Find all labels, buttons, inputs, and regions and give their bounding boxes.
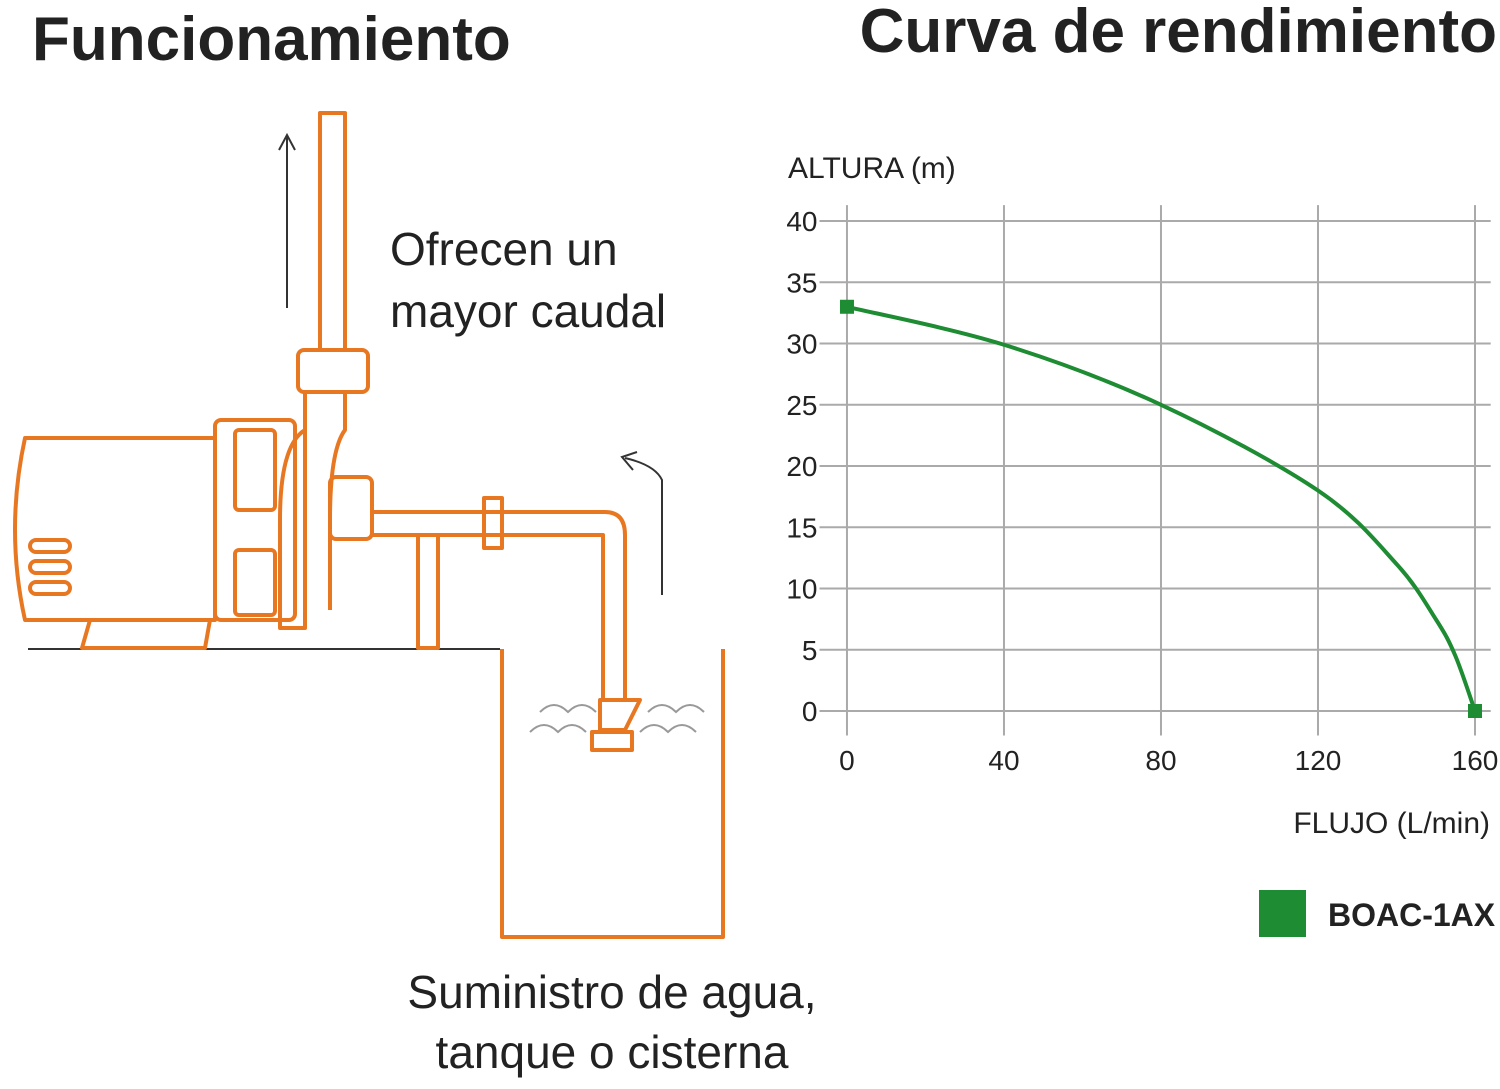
legend-swatch [1259, 890, 1306, 937]
y-tick-label: 5 [802, 635, 818, 666]
legend-label: BOAC-1AX [1328, 897, 1496, 933]
chart-title: Curva de rendimiento [860, 0, 1497, 66]
y-tick-label: 40 [786, 206, 817, 237]
y-tick-label: 10 [786, 574, 817, 605]
y-tick-label: 25 [786, 390, 817, 421]
supply-note: tanque o cisterna [436, 1026, 789, 1078]
supply-note: Suministro de agua, [407, 966, 816, 1018]
end-marker [1467, 704, 1482, 719]
x-tick-label: 120 [1295, 745, 1342, 776]
y-tick-label: 35 [786, 267, 817, 298]
diagram-title: Funcionamiento [32, 5, 511, 74]
x-tick-label: 40 [988, 745, 1019, 776]
outlet-note: mayor caudal [390, 285, 666, 337]
y-tick-label: 0 [802, 696, 818, 727]
pump-diagram [13, 111, 725, 939]
x-tick-label: 80 [1145, 745, 1176, 776]
end-marker [839, 299, 854, 314]
outlet-note: Ofrecen un [390, 223, 618, 275]
x-tick-label: 160 [1452, 745, 1499, 776]
data-line [846, 304, 1477, 712]
y-tick-label: 20 [786, 451, 817, 482]
x-axis-label: FLUJO (L/min) [1293, 807, 1490, 840]
y-tick-label: 15 [786, 512, 817, 543]
y-axis-label: ALTURA (m) [788, 152, 956, 185]
y-tick-label: 30 [786, 329, 817, 360]
x-tick-label: 0 [839, 745, 855, 776]
